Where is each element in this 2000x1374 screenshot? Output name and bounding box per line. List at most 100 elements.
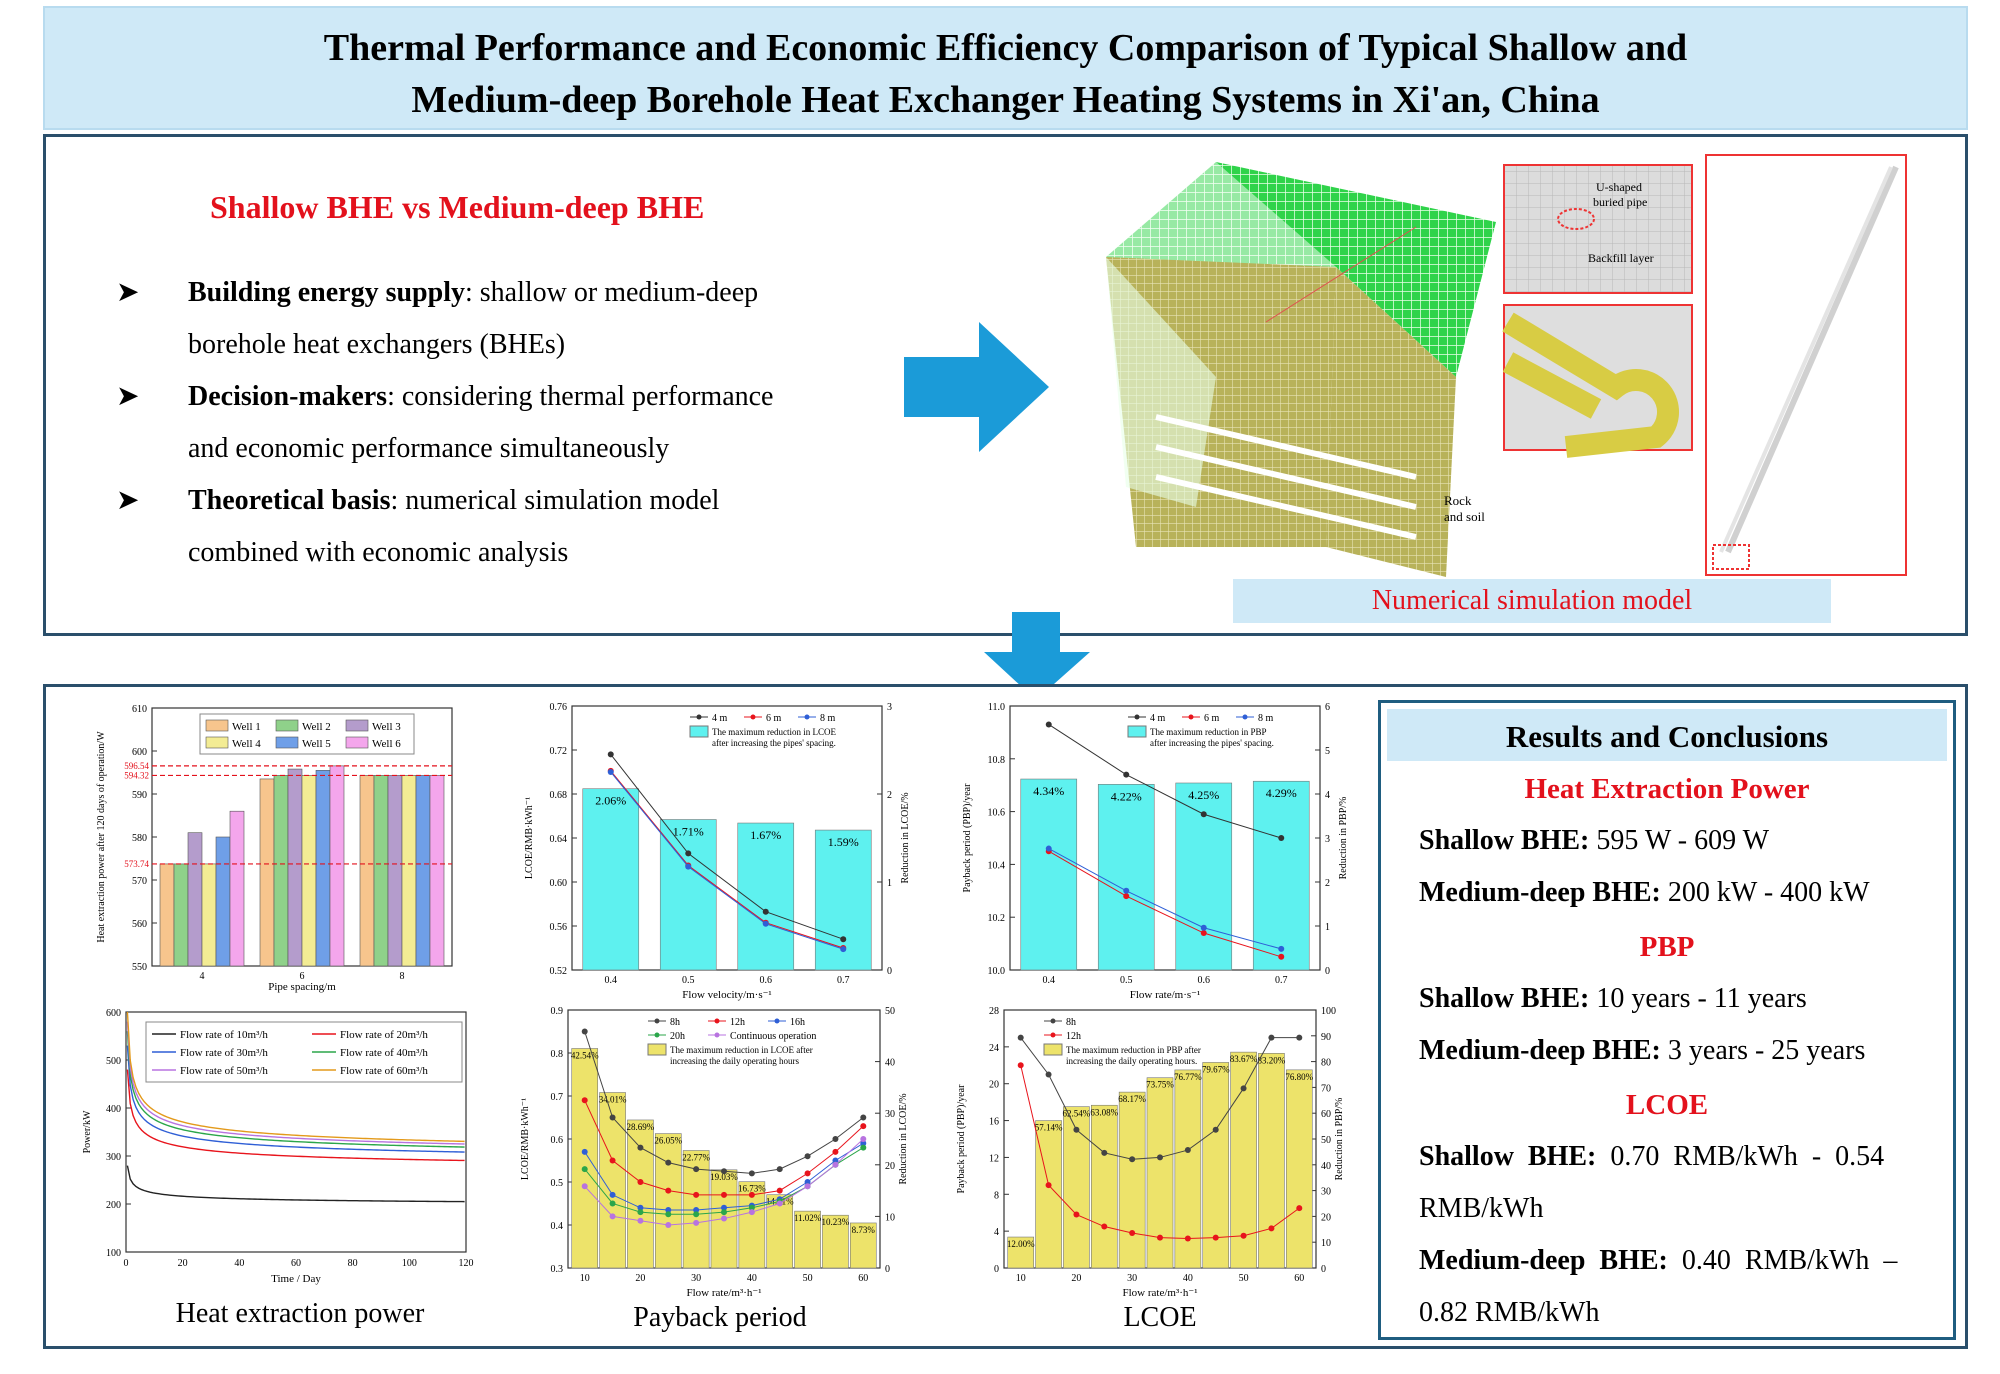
y-tick-label: 580 bbox=[132, 833, 147, 844]
data-point bbox=[693, 1191, 700, 1198]
data-point bbox=[1129, 1156, 1136, 1163]
bar bbox=[287, 768, 303, 967]
x-axis-label: Flow rate/m·s⁻¹ bbox=[1130, 989, 1201, 1001]
legend-marker bbox=[654, 1018, 660, 1024]
bar bbox=[1063, 1106, 1090, 1269]
y-tick-label: 4 bbox=[994, 1227, 999, 1238]
series-line bbox=[126, 1165, 465, 1203]
bar-value-label: 1.67% bbox=[750, 828, 781, 842]
bar-value-label: 34.01% bbox=[599, 1095, 627, 1105]
section-heading: Heat Extraction Power bbox=[1524, 773, 1810, 805]
result-value: 10 years - 11 years bbox=[1589, 983, 1807, 1014]
legend: 4 m 6 m 8 m The maximum reduction in LCOEaf… bbox=[689, 713, 836, 748]
data-point bbox=[804, 1179, 811, 1185]
y-right-tick-label: 50 bbox=[885, 1006, 895, 1017]
y-right-axis-label: Reduction in PBP/% bbox=[1334, 1098, 1345, 1181]
results-title: Results and Conclusions bbox=[1505, 719, 1829, 754]
y-right-tick-label: 2 bbox=[1325, 878, 1330, 889]
data-point bbox=[860, 1136, 867, 1142]
data-point bbox=[609, 1200, 616, 1207]
bar bbox=[187, 832, 203, 967]
data-point bbox=[607, 769, 614, 775]
data-point bbox=[581, 1166, 588, 1173]
series-line bbox=[610, 770, 844, 949]
y-tick-label: 570 bbox=[132, 876, 147, 887]
arrow-bullet-icon: ➤ bbox=[116, 381, 140, 412]
arrow-bullet-icon: ➤ bbox=[116, 277, 140, 308]
data-point bbox=[1268, 1225, 1275, 1232]
y-tick-label: 600 bbox=[132, 747, 147, 758]
intro-heading: Shallow BHE vs Medium-deep BHE bbox=[210, 189, 705, 225]
result-line: Medium-deep BHE: 200 kW - 400 kW bbox=[1419, 877, 1870, 909]
data-point bbox=[721, 1191, 727, 1198]
data-point bbox=[1268, 1034, 1275, 1041]
legend-label: Flow rate of 10m³/h bbox=[180, 1029, 268, 1041]
y-tick-label: 0.60 bbox=[550, 878, 568, 889]
bar bbox=[766, 1194, 794, 1269]
y-tick-label: 0.4 bbox=[551, 1221, 564, 1232]
result-value: 3 years - 25 years bbox=[1660, 1035, 1866, 1066]
inset-pipe-cross-section bbox=[1503, 164, 1693, 294]
legend-swatch bbox=[275, 719, 299, 732]
data-point bbox=[860, 1140, 867, 1147]
x-tick-label: 0.6 bbox=[760, 975, 773, 986]
x-tick-label: 60 bbox=[1294, 1273, 1304, 1284]
y-tick-label: 10.0 bbox=[988, 966, 1006, 977]
data-point bbox=[637, 1204, 644, 1211]
series-line bbox=[126, 1011, 465, 1143]
bar-value-label: 83.20% bbox=[1258, 1055, 1286, 1065]
bar-value-label: 16.73% bbox=[738, 1184, 766, 1194]
y-right-tick-label: 30 bbox=[885, 1109, 895, 1120]
chart-shallow-power: 550 560 570 580 590 600 610 Heat extraction pow… bbox=[96, 704, 453, 993]
data-point bbox=[832, 1136, 839, 1142]
legend: 8h 12h The maximum reduction in PBP afteri… bbox=[1043, 1017, 1201, 1066]
data-point bbox=[1200, 924, 1207, 931]
y-right-tick-label: 1 bbox=[1325, 922, 1330, 933]
bar-value-label: 73.75% bbox=[1146, 1080, 1174, 1090]
series-line bbox=[1048, 724, 1282, 839]
bar-value-label: 19.03% bbox=[710, 1172, 738, 1182]
legend-label: Well 5 bbox=[302, 738, 331, 750]
x-axis-label: Flow rate/m³·h⁻¹ bbox=[1122, 1287, 1197, 1299]
legend-label: 12h bbox=[730, 1017, 745, 1028]
bar-value-label: 63.08% bbox=[1090, 1107, 1118, 1117]
data-point bbox=[693, 1166, 700, 1173]
legend-label: 4 m bbox=[712, 713, 728, 724]
rock-label-2: and soil bbox=[1444, 509, 1485, 524]
data-point bbox=[609, 1213, 616, 1220]
x-tick-label: 0.7 bbox=[1275, 975, 1288, 986]
legend-label: 6 m bbox=[766, 713, 782, 724]
bar-value-label: 12.00% bbox=[1007, 1239, 1035, 1249]
data-point bbox=[1073, 1211, 1080, 1218]
x-tick-label: 40 bbox=[234, 1258, 244, 1269]
data-point bbox=[721, 1204, 727, 1211]
y-tick-label: 12 bbox=[989, 1153, 999, 1164]
x-tick-label: 120 bbox=[459, 1258, 474, 1269]
section-heading: PBP bbox=[1639, 931, 1695, 963]
data-point bbox=[1157, 1234, 1163, 1241]
x-tick-label: 30 bbox=[1127, 1273, 1137, 1284]
y-tick-label: 0.68 bbox=[550, 790, 568, 801]
data-point bbox=[748, 1191, 755, 1198]
bullet-text: : numerical simulation model bbox=[390, 485, 720, 516]
legend-label: 12h bbox=[1066, 1031, 1081, 1042]
data-point bbox=[581, 1097, 588, 1104]
legend-marker bbox=[1050, 1032, 1056, 1038]
data-point bbox=[832, 1161, 839, 1168]
y-tick-label: 11.0 bbox=[988, 702, 1005, 713]
bar bbox=[1097, 784, 1155, 971]
bar bbox=[1118, 1091, 1146, 1269]
y-axis-label: LCOE/RMB·kWh⁻¹ bbox=[524, 797, 535, 879]
legend-label: 4 m bbox=[1150, 713, 1166, 724]
y-tick-label: 0 bbox=[994, 1264, 999, 1275]
y-right-tick-label: 0 bbox=[1321, 1264, 1326, 1275]
y-right-tick-label: 0 bbox=[887, 966, 892, 977]
bullet-3: ➤ Theoretical basis: numerical simulation… bbox=[116, 475, 916, 527]
series-line bbox=[126, 1031, 465, 1148]
data-point bbox=[762, 908, 769, 915]
data-point bbox=[693, 1211, 700, 1218]
x-tick-label: 0.4 bbox=[605, 975, 618, 986]
x-tick-label: 10 bbox=[580, 1273, 590, 1284]
data-point bbox=[776, 1166, 783, 1173]
bullet-3-cont: combined with economic analysis bbox=[188, 537, 569, 568]
